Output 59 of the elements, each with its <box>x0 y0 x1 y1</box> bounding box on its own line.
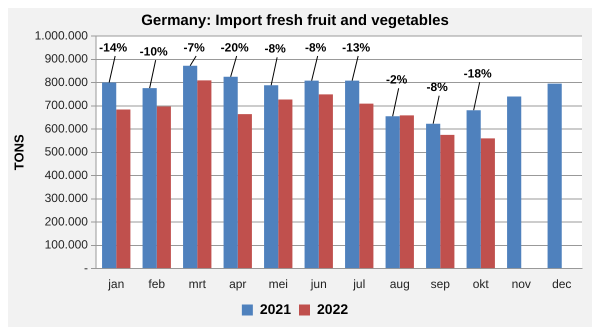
y-axis-title: TONS <box>11 134 26 170</box>
x-tick-label: feb <box>148 277 166 292</box>
x-tick-label: jun <box>310 277 327 292</box>
x-tick-label: mei <box>268 277 288 292</box>
bar <box>426 124 440 268</box>
annotation: -20% <box>220 40 249 54</box>
y-tick-label: - <box>84 260 88 275</box>
x-tick-label: jan <box>107 277 124 292</box>
annotation: -8% <box>264 42 286 56</box>
bar <box>304 80 319 268</box>
annotation: -7% <box>183 40 206 54</box>
bar <box>278 100 292 268</box>
y-tick-label: 800.000 <box>44 74 88 89</box>
annotation: -8% <box>304 40 327 54</box>
x-tick-label: nov <box>512 277 531 292</box>
chart-title: Germany: Import fresh fruit and vegetables <box>141 12 449 30</box>
bar <box>183 66 198 268</box>
bar <box>359 104 374 268</box>
y-tick-label: 900.000 <box>44 52 88 66</box>
x-tick-label: mrt <box>188 277 207 292</box>
annotation: -14% <box>99 40 128 54</box>
annotation: -13% <box>342 40 370 54</box>
y-tick-label: 1.000.000 <box>34 28 88 42</box>
bar <box>386 116 400 268</box>
bar <box>197 80 212 268</box>
x-tick-label: jul <box>352 277 366 292</box>
annotation: -2% <box>386 72 408 87</box>
bar <box>142 88 157 268</box>
bar <box>264 85 278 268</box>
x-tick-label: dec <box>552 277 572 292</box>
y-tick-label: 600.000 <box>44 121 88 136</box>
bar <box>480 138 495 268</box>
x-tick-label: okt <box>472 277 490 292</box>
y-tick-label: 100.000 <box>44 238 88 252</box>
y-tick-label: 500.000 <box>44 144 88 159</box>
annotation: -8% <box>426 80 448 94</box>
bar <box>116 110 130 268</box>
y-tick-label: 300.000 <box>44 191 88 206</box>
legend-label: 2021 <box>260 300 292 317</box>
y-tick-label: 200.000 <box>44 214 88 228</box>
bar <box>224 76 238 268</box>
y-tick-label: 700.000 <box>44 98 88 112</box>
annotation: -10% <box>140 44 168 58</box>
annotation: -18% <box>464 66 492 81</box>
x-tick-label: aug <box>390 277 410 292</box>
bar <box>345 80 360 268</box>
legend-label: 2022 <box>317 300 348 317</box>
bar <box>548 84 562 268</box>
bar <box>318 94 333 268</box>
y-tick-label: 400.000 <box>44 168 88 182</box>
x-tick-label: apr <box>229 277 246 292</box>
bar <box>238 114 252 268</box>
bar <box>400 115 414 268</box>
bar <box>156 106 171 268</box>
bar <box>440 134 454 268</box>
bar <box>507 96 522 268</box>
x-tick-label: sep <box>430 277 450 292</box>
bar <box>466 110 481 268</box>
bar <box>102 82 116 268</box>
